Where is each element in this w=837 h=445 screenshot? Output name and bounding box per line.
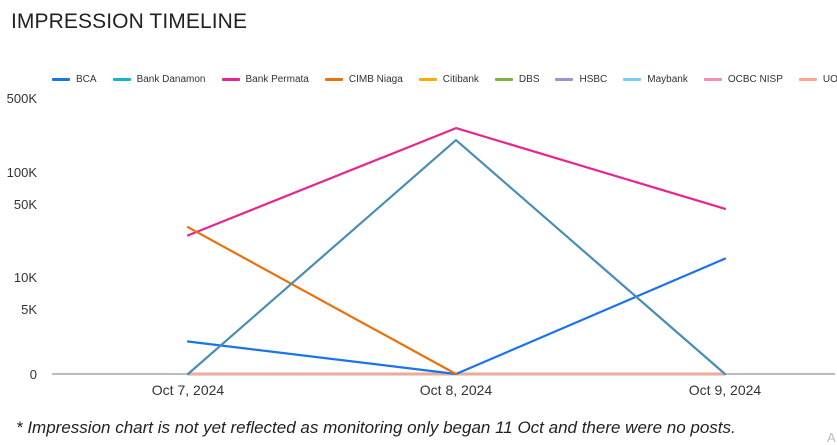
series-line-bank-permata[interactable]	[186, 127, 727, 237]
legend-swatch	[494, 77, 513, 81]
legend-swatch	[52, 77, 70, 81]
legend-label: Bank Danamon	[136, 73, 206, 85]
legend-item-maybank[interactable]: Maybank	[623, 74, 688, 85]
series-line-cimb-niaga[interactable]	[186, 226, 458, 376]
legend-item-citibank[interactable]: Citibank	[418, 73, 479, 85]
legend-label: DBS	[518, 73, 540, 85]
series-line-unlabeled[interactable]	[186, 139, 727, 376]
x-tick-label: Oct 9, 2024	[689, 382, 762, 398]
legend-item-cimb-niaga[interactable]: CIMB Niaga	[324, 73, 403, 85]
legend-label: BCA	[76, 73, 97, 85]
line-chart: 0 5K 10K 50K 100K 500K Oct 7, 2024 Oct 8, 2024 O…	[7, 91, 835, 398]
legend-label: UOB	[822, 73, 837, 85]
y-tick-label: 50K	[14, 197, 37, 212]
legend-item-dbs[interactable]: DBS	[494, 73, 540, 85]
legend-item-bank-danamon[interactable]: Bank Danamon	[112, 73, 206, 85]
legend-label: Maybank	[647, 73, 688, 85]
legend-label: HSBC	[579, 73, 608, 85]
y-tick-label: 0	[30, 367, 37, 382]
legend-swatch	[623, 77, 642, 81]
corner-mark: A	[827, 430, 836, 445]
y-tick-label: 10K	[14, 270, 37, 285]
legend-item-uob[interactable]: UOB	[798, 73, 837, 85]
legend-swatch	[112, 77, 131, 81]
legend-swatch	[324, 77, 343, 81]
legend-item-ocbc-nisp[interactable]: OCBC NISP	[703, 73, 783, 85]
legend-item-bca[interactable]: BCA	[52, 74, 97, 85]
footnote: * Impression chart is not yet reflected …	[16, 418, 736, 437]
legend-swatch	[798, 77, 817, 81]
legend-label: CIMB Niaga	[348, 73, 403, 85]
legend-label: Bank Permata	[245, 73, 309, 85]
legend-swatch	[418, 77, 437, 81]
y-tick-label: 500K	[7, 91, 38, 106]
legend-swatch	[221, 77, 240, 81]
legend-item-hsbc[interactable]: HSBC	[555, 74, 607, 85]
series-line-bca[interactable]	[186, 257, 727, 376]
y-tick-label: 5K	[21, 302, 37, 317]
chart-title: IMPRESSION TIMELINE	[11, 10, 248, 33]
legend-label: Citibank	[442, 73, 479, 85]
x-tick-label: Oct 8, 2024	[420, 382, 493, 398]
y-tick-label: 100K	[7, 165, 38, 180]
x-tick-label: Oct 7, 2024	[152, 382, 225, 398]
legend-swatch	[555, 77, 574, 81]
legend-item-bank-permata[interactable]: Bank Permata	[221, 73, 309, 85]
legend-label: OCBC NISP	[727, 73, 783, 85]
chart-legend: BCA Bank Danamon Bank Permata CIMB Niaga Cit…	[52, 72, 837, 86]
legend-swatch	[703, 77, 722, 81]
